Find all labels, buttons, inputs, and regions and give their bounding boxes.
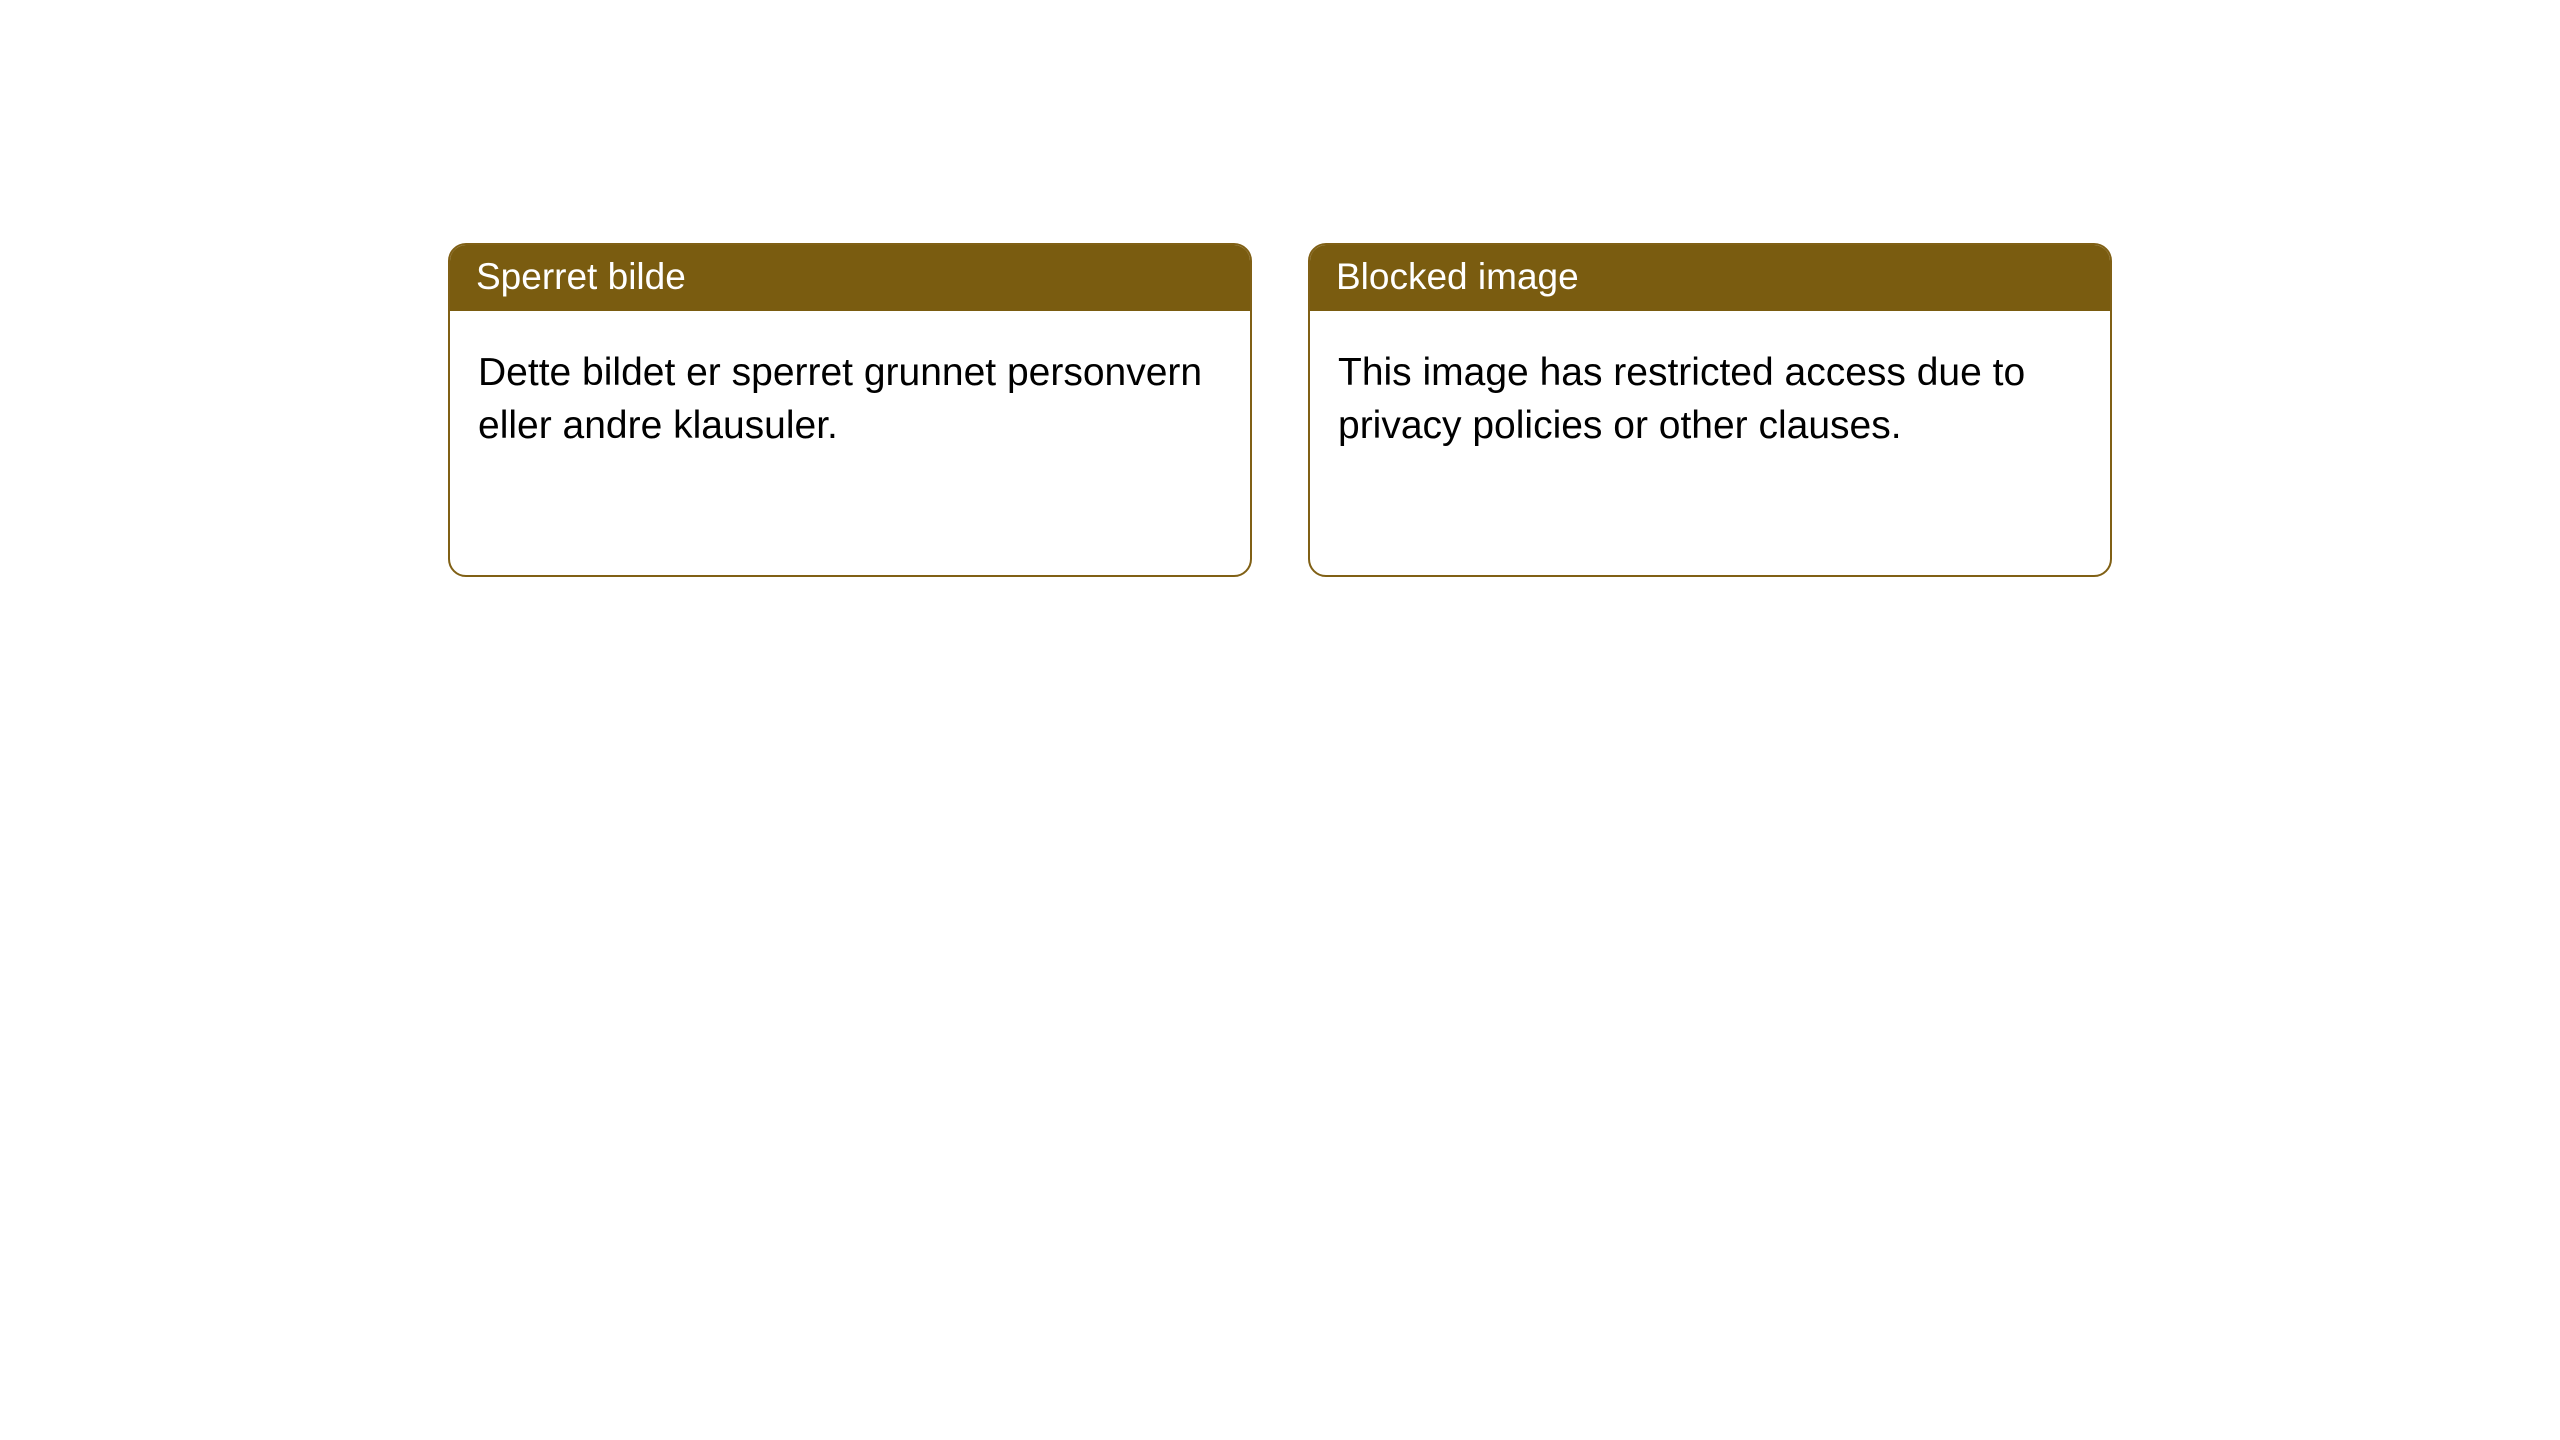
- notice-header-en: Blocked image: [1310, 245, 2110, 311]
- notice-card-no: Sperret bilde Dette bildet er sperret gr…: [448, 243, 1252, 577]
- notice-card-en: Blocked image This image has restricted …: [1308, 243, 2112, 577]
- notice-container: Sperret bilde Dette bildet er sperret gr…: [0, 0, 2560, 577]
- notice-header-no: Sperret bilde: [450, 245, 1250, 311]
- notice-body-en: This image has restricted access due to …: [1310, 311, 2110, 488]
- notice-body-no: Dette bildet er sperret grunnet personve…: [450, 311, 1250, 488]
